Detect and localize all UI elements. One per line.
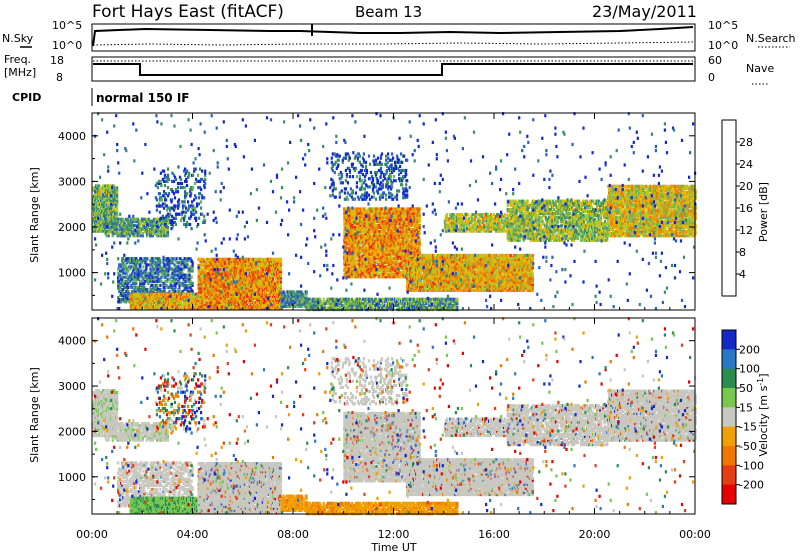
velocity-colorbar-tick-label: -50 [739,440,757,453]
count-tick-bottom-right: 10^0 [708,39,738,52]
velocity-cells [92,317,697,515]
count-tick-top-right: 10^5 [708,19,738,32]
power-colorbar-tick-label: 4 [739,268,746,281]
freq-trace [93,64,693,75]
freq-tick-bottom: 8 [56,71,63,84]
nsky-trace [93,27,693,46]
velocity-colorbar-tick-label: -100 [739,459,764,472]
velocity-colorbar-segment [722,465,736,485]
velocity-colorbar-segment [722,427,736,447]
power-colorbar-tick-label: 28 [739,136,753,149]
cpid-value: normal 150 IF [96,91,190,105]
beam-label: Beam 13 [355,3,422,21]
y-tick-label: 2000 [58,425,86,438]
y-tick-label: 4000 [58,335,86,348]
date-label: 23/May/2011 [592,2,697,21]
freq-tick-top: 18 [50,54,64,67]
velocity-colorbar-segment [722,369,736,389]
power-colorbar-frame [722,120,736,296]
cpid-label: CPID [12,91,41,104]
nsky-label: N.Sky [2,32,34,45]
power-cells [92,112,697,311]
power-colorbar-tick-label: 24 [739,158,753,171]
nave-tick-top: 60 [708,54,722,67]
velocity-colorbar-segment [722,330,736,350]
x-tick-label: 08:00 [277,528,309,541]
y-tick-label: 3000 [58,380,86,393]
velocity-colorbar-tick-label: 15 [739,401,753,414]
power-colorbar-tick-label: 20 [739,180,753,193]
x-tick-label: 00:00 [76,528,108,541]
velocity-colorbar-segment [722,407,736,427]
x-tick-label: 04:00 [177,528,209,541]
power-colorbar-tick-label: 16 [739,202,753,215]
count-tick-top-left: 10^5 [52,19,82,32]
y-tick-label: 1000 [58,471,86,484]
y-tick-label: 4000 [58,130,86,143]
velocity-colorbar-tick-label: 50 [739,382,753,395]
count-tick-bottom-left: 10^0 [52,39,82,52]
power-ylabel: Slant Range [km] [28,167,41,263]
xaxis-label: Time UT [370,541,416,554]
velocity-heatmap-panel: 1000 2000 3000 4000 00:00 04:00 08:00 12:00 16:0… [58,317,711,541]
power-heatmap-panel: 1000 2000 3000 4000 [58,112,697,311]
nave-tick-bottom: 0 [708,71,715,84]
power-colorbar: 4 8 12 16 20 24 28 [722,120,753,296]
x-tick-label: 12:00 [378,528,410,541]
y-tick-label: 3000 [58,175,86,188]
velocity-colorbar-segment [722,388,736,408]
y-tick-label: 1000 [58,267,86,280]
nsearch-trace [93,42,693,45]
y-tick-label: 2000 [58,221,86,234]
power-colorbar-tick-label: 8 [739,246,746,259]
velocity-colorbar-tick-label: -200 [739,479,764,492]
velocity-colorbar-tick-label: -15 [739,421,757,434]
velocity-colorbar-tick-label: 200 [739,343,760,356]
x-tick-label: 00:00 [679,528,711,541]
velocity-colorbar-segment [722,485,736,505]
velocity-ylabel: Slant Range [km] [28,367,41,463]
nsky-panel [92,24,695,51]
x-tick-label: 20:00 [579,528,611,541]
velocity-colorbar-segment [722,446,736,466]
freq-label-bottom: [MHz] [4,66,36,79]
power-colorbar-tick-label: 12 [739,224,753,237]
x-tick-label: 16:00 [478,528,510,541]
plot-title: Fort Hays East (fitACF) [92,2,284,22]
nave-label: Nave [746,62,774,75]
power-colorbar-label: Power [dB] [757,182,770,242]
nsearch-label: N.Search [746,32,796,45]
velocity-colorbar-segment [722,349,736,369]
freq-label-top: Freq. [4,53,31,66]
velocity-colorbar-label: Velocity [m s-1] [756,373,770,456]
